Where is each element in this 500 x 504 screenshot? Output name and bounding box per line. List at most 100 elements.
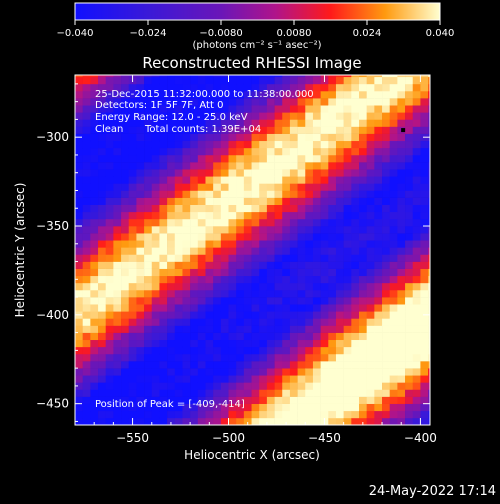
heatmap-cell <box>98 247 107 255</box>
heatmap-cell <box>320 375 329 383</box>
heatmap-cell <box>121 297 130 305</box>
heatmap-cell <box>289 247 298 255</box>
heatmap-cell <box>351 361 360 369</box>
heatmap-cell <box>382 154 391 163</box>
heatmap-cell <box>297 112 306 120</box>
heatmap-cell <box>351 112 360 120</box>
heatmap-cell <box>243 297 252 305</box>
heatmap-cell <box>98 240 107 248</box>
heatmap-cell <box>351 169 360 177</box>
heatmap-cell <box>251 119 260 127</box>
heatmap-cell <box>397 83 406 92</box>
heatmap-cell <box>312 154 321 163</box>
heatmap-cell <box>197 361 206 369</box>
heatmap-cell <box>359 190 367 198</box>
heatmap-cell <box>128 353 137 362</box>
heatmap-cell <box>75 240 83 248</box>
heatmap-cell <box>389 346 398 355</box>
heatmap-cell <box>274 154 283 163</box>
heatmap-cell <box>136 325 145 333</box>
heatmap-cell <box>397 154 406 163</box>
heatmap-cell <box>259 162 268 170</box>
heatmap-cell <box>320 247 329 255</box>
heatmap-cell <box>98 75 107 78</box>
heatmap-cell <box>113 176 122 184</box>
heatmap-cell <box>366 211 375 220</box>
heatmap-cell <box>251 254 260 262</box>
heatmap-cell <box>328 332 337 341</box>
heatmap-cell <box>389 183 398 191</box>
heatmap-cell <box>312 396 321 404</box>
heatmap-cell <box>320 240 329 248</box>
heatmap-cell <box>397 162 406 170</box>
heatmap-cell <box>297 318 306 326</box>
heatmap-cell <box>305 140 314 149</box>
heatmap-cell <box>320 154 329 163</box>
heatmap-cell <box>228 346 237 355</box>
heatmap-cell <box>159 297 168 305</box>
heatmap-cell <box>420 197 429 205</box>
heatmap-cell <box>228 304 237 312</box>
heatmap-cell <box>297 119 306 127</box>
heatmap-cell <box>190 346 199 355</box>
heatmap-cell <box>128 133 137 142</box>
heatmap-cell <box>121 410 130 419</box>
heatmap-cell <box>397 75 406 78</box>
heatmap-cell <box>167 368 176 376</box>
heatmap-cell <box>220 133 229 142</box>
heatmap-cell <box>397 147 406 156</box>
heatmap-cell <box>320 346 329 355</box>
heatmap-cell <box>167 275 176 284</box>
heatmap-cell <box>128 98 137 106</box>
heatmap-cell <box>282 254 291 262</box>
heatmap-cell <box>382 190 391 198</box>
heatmap-cell <box>136 254 145 262</box>
heatmap-cell <box>328 76 337 85</box>
heatmap-cell <box>282 275 291 284</box>
heatmap-cell <box>167 133 176 142</box>
heatmap-cell <box>105 190 114 198</box>
heatmap-cell <box>228 275 237 284</box>
heatmap-cell <box>75 353 83 362</box>
heatmap-cell <box>343 289 352 298</box>
heatmap-cell <box>220 197 229 205</box>
heatmap-cell <box>197 353 206 362</box>
heatmap-cell <box>167 375 176 383</box>
heatmap-cell <box>382 226 391 234</box>
heatmap-cell <box>282 76 291 85</box>
heatmap-cell <box>205 261 214 269</box>
heatmap-cell <box>197 183 206 191</box>
heatmap-cell <box>190 332 199 341</box>
heatmap-cell <box>366 396 375 404</box>
heatmap-cell <box>320 112 329 120</box>
heatmap-cell <box>197 389 206 397</box>
heatmap-cell <box>405 112 414 120</box>
heatmap-cell <box>197 339 206 348</box>
heatmap-cell <box>335 162 344 170</box>
heatmap-cell <box>82 247 91 255</box>
heatmap-cell <box>312 75 321 78</box>
heatmap-cell <box>359 247 367 255</box>
heatmap-cell <box>351 226 360 234</box>
heatmap-cell <box>412 304 421 312</box>
heatmap-cell <box>312 410 321 419</box>
heatmap-cell <box>213 417 222 425</box>
heatmap-cell <box>351 76 360 85</box>
heatmap-cell <box>289 304 298 312</box>
heatmap-cell <box>289 218 298 227</box>
heatmap-cell <box>90 311 99 319</box>
heatmap-cell <box>428 190 430 198</box>
heatmap-cell <box>174 297 183 305</box>
heatmap-cell <box>428 304 430 312</box>
heatmap-cell <box>144 325 153 333</box>
heatmap-cell <box>228 147 237 156</box>
heatmap-cell <box>220 268 229 277</box>
heatmap-cell <box>182 204 191 213</box>
heatmap-cell <box>159 211 168 220</box>
heatmap-cell <box>90 417 99 425</box>
heatmap-cell <box>220 325 229 333</box>
heatmap-cell <box>236 375 245 383</box>
heatmap-cell <box>420 233 429 241</box>
heatmap-cell <box>105 90 114 99</box>
heatmap-cell <box>366 289 375 298</box>
